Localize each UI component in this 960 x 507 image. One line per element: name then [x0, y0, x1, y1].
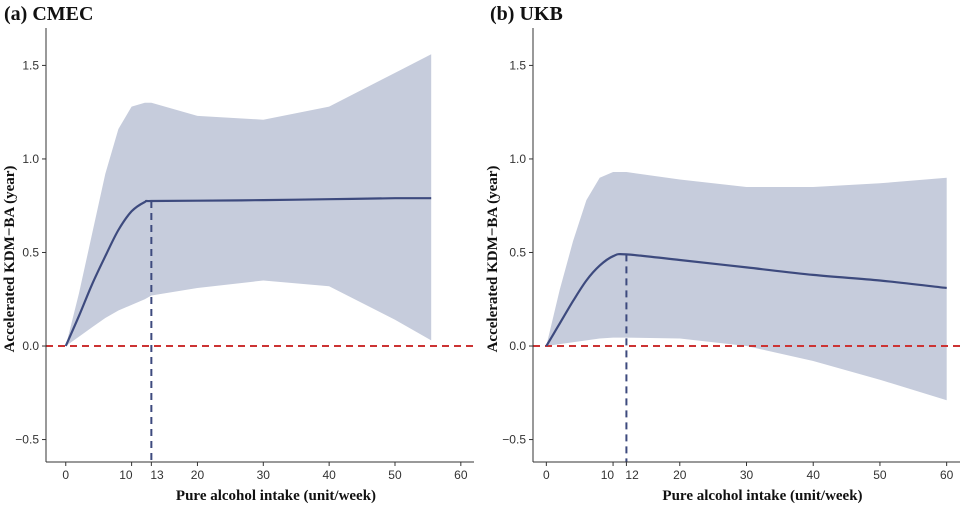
x-axis-label: Pure alcohol intake (unit/week) — [662, 488, 862, 504]
x-tick-label: 30 — [257, 468, 271, 482]
y-tick-label: 1.0 — [509, 152, 526, 166]
x-tick-label: 10 — [601, 468, 615, 482]
y-axis-label: Accelerated KDM−BA (year) — [2, 166, 18, 353]
y-tick-label: 0.5 — [509, 245, 526, 259]
x-tick-label: 50 — [873, 468, 887, 482]
y-tick-label: 0.0 — [509, 339, 526, 353]
panel-b-ukb: −0.5 0.0 0.5 1.0 1.5 0 10 12 20 30 40 50 60 (b) UKB Pu… — [485, 3, 960, 504]
y-tick-label: 0.5 — [22, 245, 39, 259]
x-axis-label: Pure alcohol intake (unit/week) — [176, 488, 376, 504]
x-tick-label: 0 — [62, 468, 69, 482]
x-tick-label: 40 — [807, 468, 821, 482]
x-tick-label: 10 — [119, 468, 133, 482]
y-axis-label: Accelerated KDM−BA (year) — [485, 166, 501, 353]
y-tick-label: 1.5 — [509, 58, 526, 72]
panel-title: (b) UKB — [490, 3, 563, 25]
panel-title: (a) CMEC — [4, 3, 93, 25]
y-tick-label: −0.5 — [502, 433, 526, 447]
x-tick-label-threshold: 13 — [150, 468, 164, 482]
x-tick-label: 30 — [740, 468, 754, 482]
x-tick-label: 50 — [388, 468, 402, 482]
x-tick-label: 20 — [191, 468, 205, 482]
estimate-line — [64, 197, 432, 347]
x-tick-label: 60 — [454, 468, 468, 482]
y-tick-label: −0.5 — [15, 433, 39, 447]
confidence-band — [546, 172, 947, 401]
x-tick-label: 40 — [322, 468, 336, 482]
x-tick-label: 60 — [940, 468, 954, 482]
panel-a-cmec: −0.5 0.0 0.5 1.0 1.5 0 10 13 20 30 40 50 60 (a) CMEC P… — [2, 3, 474, 504]
x-tick-label: 20 — [673, 468, 687, 482]
y-tick-label: 1.5 — [22, 58, 39, 72]
y-tick-label: 1.0 — [22, 152, 39, 166]
y-tick-label: 0.0 — [22, 339, 39, 353]
estimate-line — [545, 253, 947, 347]
x-tick-label-threshold: 12 — [625, 468, 639, 482]
x-tick-label: 0 — [543, 468, 550, 482]
